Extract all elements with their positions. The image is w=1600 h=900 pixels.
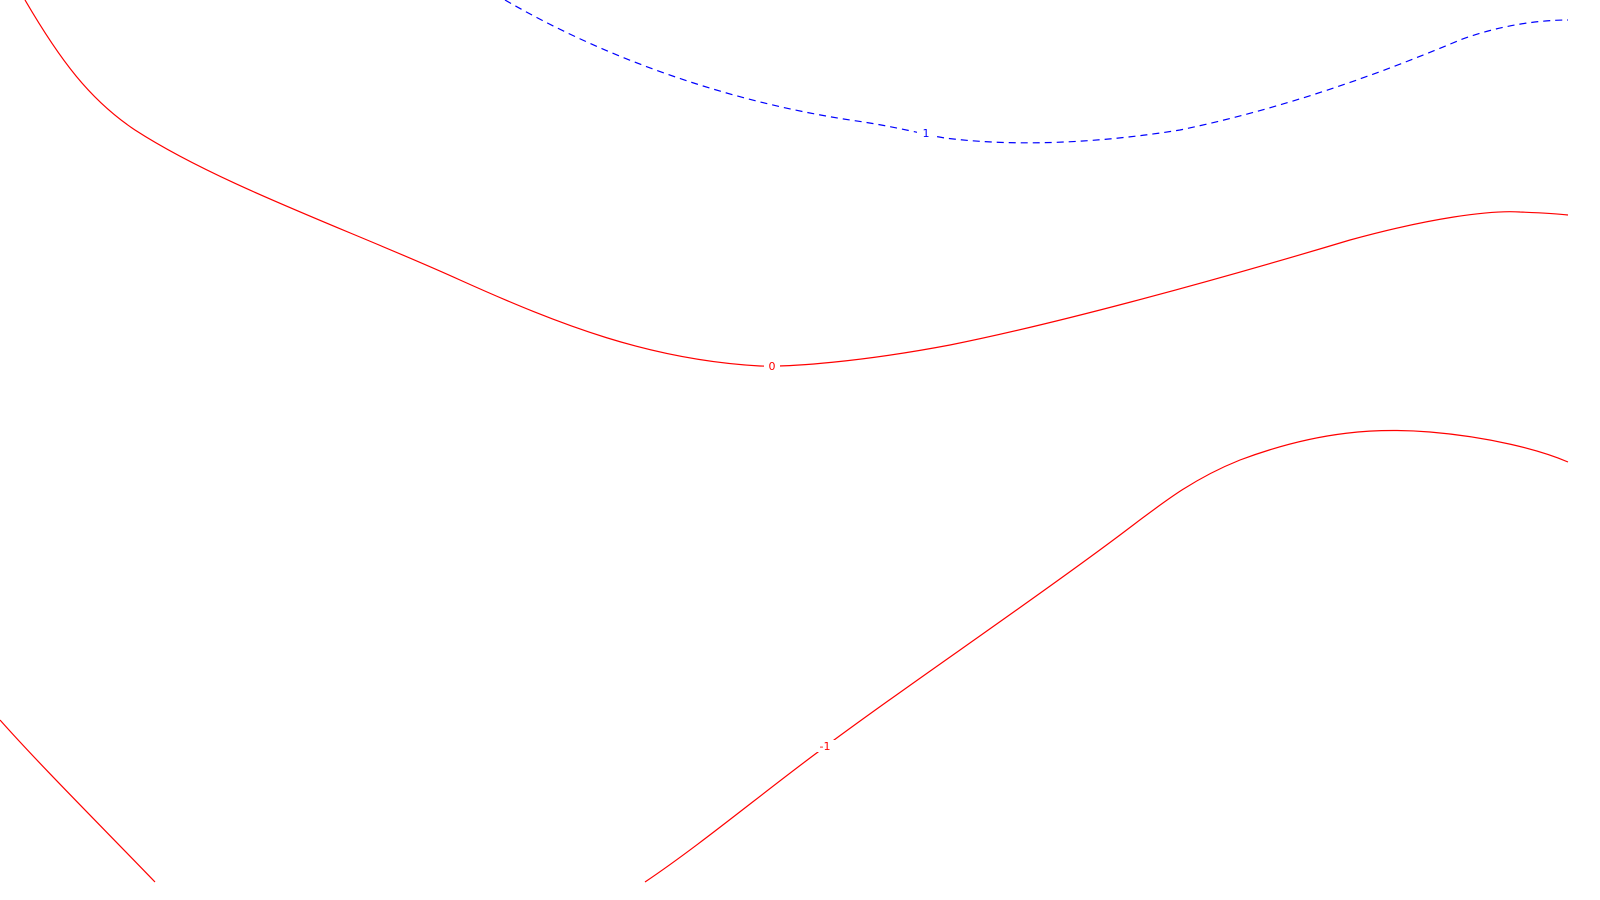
contour-label-positive-1: 1 bbox=[923, 127, 930, 140]
contour-label-bg-positive-1 bbox=[917, 127, 935, 139]
contour-label-zero: 0 bbox=[769, 360, 776, 373]
contour-line-zero bbox=[24, 0, 1569, 367]
contour-label-negative-1: -1 bbox=[820, 740, 831, 753]
contour-label-bg-negative-1 bbox=[815, 740, 835, 752]
contour-line-negative-1-lower bbox=[0, 719, 156, 883]
contour-line-negative-1-upper bbox=[644, 429, 1569, 883]
contour-label-bg-zero bbox=[764, 360, 780, 372]
contour-line-positive-1 bbox=[504, 0, 1569, 144]
